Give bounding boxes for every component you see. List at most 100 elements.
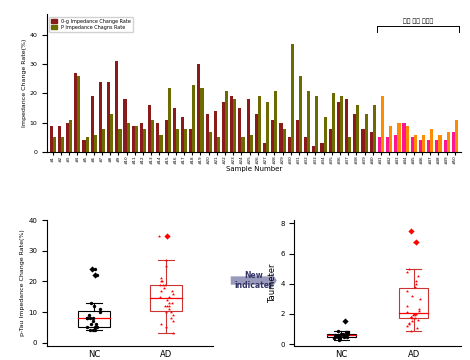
Point — [161, 282, 169, 287]
Point — [334, 334, 342, 339]
Bar — [209, 132, 212, 152]
Bar — [332, 94, 335, 152]
Point — [412, 239, 420, 244]
Bar — [444, 140, 446, 152]
Bar — [348, 138, 351, 152]
Point — [157, 282, 164, 287]
Point — [92, 321, 100, 327]
Point — [84, 315, 91, 321]
Point — [411, 312, 419, 318]
Point — [414, 273, 422, 279]
Bar — [263, 143, 266, 152]
Point — [165, 300, 172, 306]
Point — [403, 323, 411, 329]
Bar — [419, 140, 422, 152]
Point — [168, 300, 176, 306]
Bar — [205, 114, 209, 152]
Bar — [381, 96, 384, 152]
Bar — [422, 135, 425, 152]
Bar — [427, 140, 430, 152]
Y-axis label: Impedance Change Rate(%): Impedance Change Rate(%) — [22, 39, 27, 127]
Bar — [353, 114, 356, 152]
Point — [161, 303, 168, 309]
Y-axis label: p-Tau Impedance Change Rate(%): p-Tau Impedance Change Rate(%) — [21, 230, 25, 336]
Bar — [82, 140, 86, 152]
Bar — [402, 123, 406, 152]
Bar — [365, 114, 368, 152]
Bar — [247, 99, 250, 152]
Point — [157, 279, 165, 284]
Bar — [307, 91, 310, 152]
Bar — [446, 132, 450, 152]
Bar — [296, 120, 299, 152]
Point — [165, 294, 173, 300]
Bar — [181, 117, 184, 152]
Point — [403, 288, 411, 294]
Bar — [250, 135, 253, 152]
Point — [167, 309, 175, 315]
Bar — [242, 138, 244, 152]
Point — [85, 312, 92, 318]
Point — [164, 233, 171, 239]
Point — [89, 266, 96, 272]
Bar — [430, 129, 433, 152]
Point — [331, 334, 339, 339]
Point — [336, 337, 343, 342]
Bar — [312, 146, 315, 152]
Point — [330, 335, 338, 341]
Point — [157, 321, 165, 327]
Point — [87, 328, 94, 333]
Point — [340, 334, 348, 339]
Point — [96, 309, 103, 315]
Bar — [217, 138, 220, 152]
Text: New
indicater: New indicater — [235, 271, 273, 290]
Bar — [356, 105, 360, 152]
Point — [342, 319, 349, 324]
Point — [162, 264, 170, 269]
Point — [92, 273, 99, 278]
Point — [407, 228, 415, 234]
Point — [407, 228, 415, 234]
Bar — [126, 123, 130, 152]
Bar — [389, 126, 392, 152]
Point — [157, 288, 165, 293]
Point — [162, 309, 170, 315]
Bar — [323, 117, 327, 152]
Point — [89, 328, 96, 333]
Bar — [159, 135, 163, 152]
Bar — [288, 138, 291, 152]
Point — [336, 334, 343, 339]
Bar — [315, 96, 319, 152]
Bar — [370, 132, 373, 152]
Bar — [222, 102, 225, 152]
Bar — [91, 96, 94, 152]
Bar — [132, 126, 135, 152]
Point — [412, 311, 420, 317]
Point — [163, 303, 171, 309]
Bar — [50, 126, 53, 152]
Point — [416, 296, 424, 302]
Point — [341, 332, 348, 338]
Point — [168, 288, 175, 293]
Point — [87, 321, 94, 327]
Bar — [386, 138, 389, 152]
Bar — [279, 123, 282, 152]
Point — [415, 306, 423, 312]
Point — [83, 324, 91, 330]
Point — [412, 278, 420, 284]
Bar — [53, 138, 56, 152]
Point — [406, 266, 413, 271]
Point — [408, 293, 415, 299]
Point — [160, 285, 168, 291]
Point — [93, 273, 101, 278]
Point — [83, 315, 91, 321]
Bar — [214, 111, 217, 152]
Point — [159, 282, 166, 287]
Bar — [337, 102, 340, 152]
Point — [342, 329, 350, 335]
Bar — [452, 132, 455, 152]
Bar — [258, 96, 261, 152]
Bar — [233, 99, 236, 152]
Bar — [299, 76, 302, 152]
Point — [158, 279, 166, 284]
